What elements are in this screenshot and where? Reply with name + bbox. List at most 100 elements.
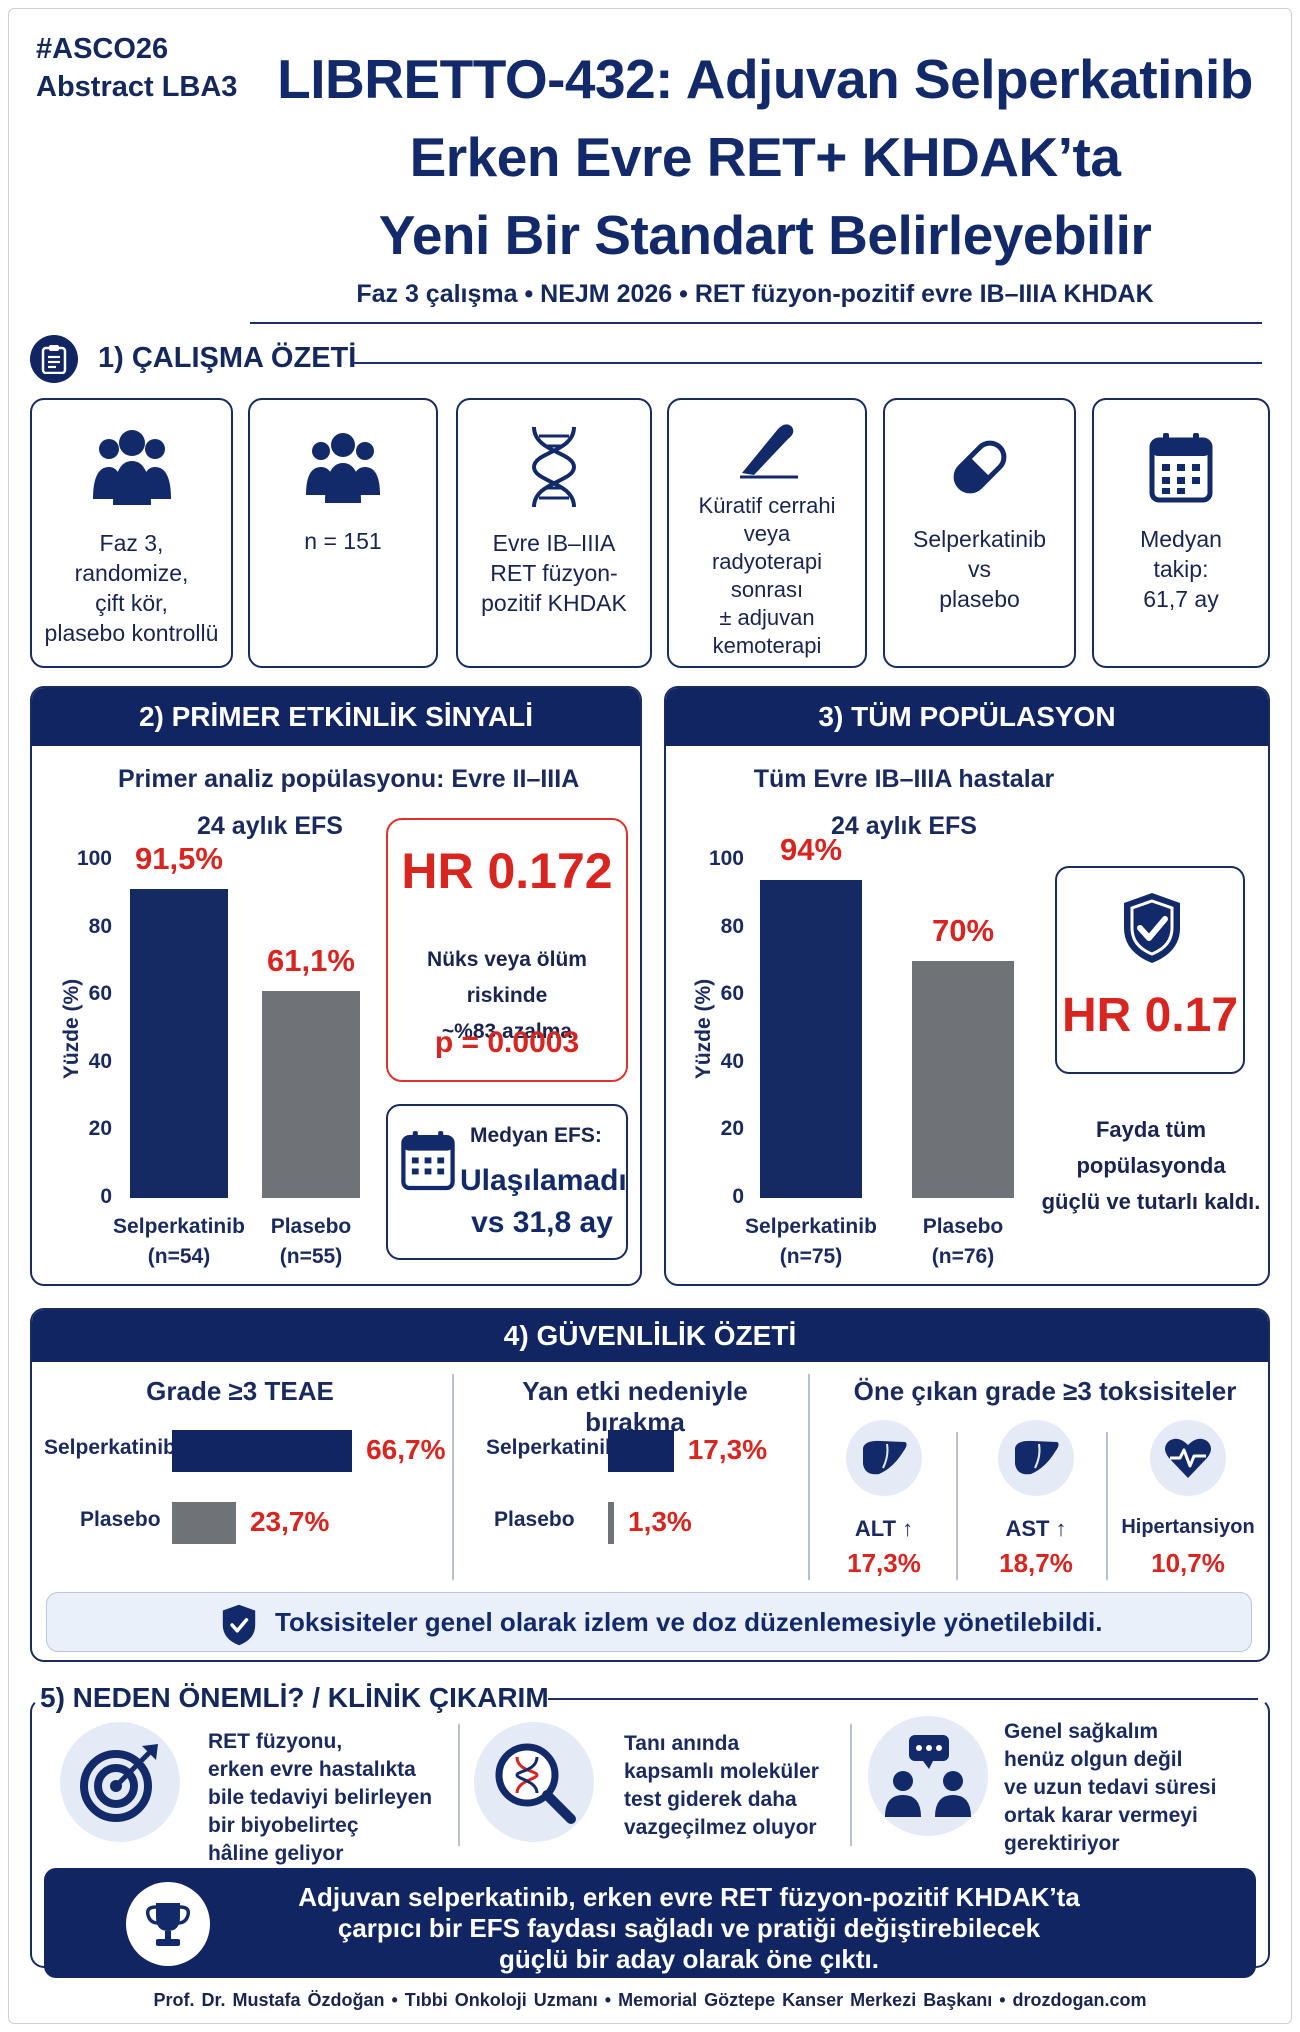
summary-text-n: n = 151 — [304, 528, 382, 554]
footer: Prof. Dr. Mustafa Özdoğan • Tıbbi Onkolo… — [153, 1990, 1147, 2010]
overall-chart-value-label: 70% — [931, 913, 995, 949]
disc-bar-placebo — [608, 1502, 614, 1544]
page-frame — [8, 8, 1292, 2024]
overall-chart-ylabel: Yüzde (%) — [692, 978, 715, 1080]
teae-bar-placebo — [172, 1502, 236, 1544]
importance-text-testing: Tanı anında kapsamlı moleküler test gide… — [624, 1732, 819, 1839]
overall-chart-category-label: Plasebo (n=76) — [922, 1215, 1004, 1268]
importance-divider-2 — [850, 1724, 852, 1846]
capsule-icon — [885, 422, 1074, 512]
primary-chart-category-label: Selperkatinib (n=54) — [113, 1215, 245, 1268]
overall-chart-ytick: 100 — [708, 847, 744, 870]
primary-chart-value-label: 61,1% — [267, 943, 355, 979]
clipboard-icon — [30, 335, 78, 383]
primary-risk-text: Nüks veya ölüm riskinde ~%83 azalma — [427, 948, 587, 1043]
liver-icon — [846, 1420, 922, 1496]
conclusion-text: Adjuvan selperkatinib, erken evre RET fü… — [298, 1882, 1080, 1974]
summary-card-design: Faz 3, randomize, çift kör, plasebo kont… — [30, 398, 233, 668]
tox-name-alt: ALT ↑ — [854, 1516, 914, 1541]
magnifier-dna-icon — [474, 1722, 594, 1842]
section-1-heading: 1) ÇALIŞMA ÖZETİ — [98, 342, 357, 374]
disc-value-selperkatinib: 17,3% — [687, 1434, 768, 1465]
primary-chart-bar — [130, 888, 228, 1198]
overall-chart-ytick: 20 — [720, 1117, 744, 1141]
primary-hr-box: HR 0.172 Nüks veya ölüm riskinde ~%83 az… — [386, 818, 628, 1082]
title-line-1: LIBRETTO-432: Adjuvan Selperkatinib — [277, 48, 1253, 110]
disc-label-selperkatinib: Selperkatinib — [486, 1436, 618, 1459]
teae-value-placebo: 23,7% — [249, 1506, 330, 1537]
safety-divider-2 — [808, 1374, 810, 1580]
section-3-heading: 3) TÜM POPÜLASYON — [666, 688, 1268, 746]
overall-hr-box: HR 0.17 — [1055, 866, 1245, 1074]
overall-chart-ytick: 80 — [720, 914, 744, 938]
shield-check-icon — [219, 1603, 259, 1652]
tox-divider-2 — [1106, 1432, 1108, 1580]
overall-chart-ytick: 40 — [720, 1049, 744, 1073]
calendar-icon — [400, 1128, 456, 1197]
tox-name-ast: AST ↑ — [1005, 1516, 1067, 1541]
section-4-heading: 4) GÜVENLİLİK ÖZETİ — [32, 1310, 1268, 1362]
overall-chart-ytick: 60 — [720, 982, 744, 1006]
conclusion-banner: Adjuvan selperkatinib, erken evre RET fü… — [44, 1868, 1256, 1978]
overall-chart-value-label: 94% — [779, 832, 843, 868]
summary-card-treatment-setting: Küratif cerrahi veya radyoterapi sonrası… — [667, 398, 867, 668]
scalpel-icon — [669, 412, 865, 482]
tox-value-hypertension: 10,7% — [1151, 1548, 1225, 1578]
discontinuation-title: Yan etki nedeniyle bırakma — [522, 1376, 748, 1437]
primary-p-value: p = 0.0003 — [434, 1026, 580, 1059]
overall-population: Tüm Evre IB–IIIA hastalar — [753, 765, 1055, 793]
primary-chart-ytick: 60 — [88, 982, 112, 1006]
tox-value-ast: 18,7% — [999, 1548, 1073, 1578]
primary-hr-value: HR 0.172 — [401, 843, 613, 899]
discussion-icon — [868, 1716, 988, 1836]
conference-tag: #ASCO26 Abstract LBA3 — [36, 30, 237, 106]
disc-value-placebo: 1,3% — [628, 1506, 692, 1537]
median-efs-label: Medyan EFS: — [470, 1124, 602, 1147]
overall-chart-category-label: Selperkatinib (n=75) — [745, 1215, 877, 1268]
section-5-heading: 5) NEDEN ÖNEMLİ? / KLİNİK ÇIKARIM — [40, 1682, 549, 1713]
group-icon — [250, 422, 436, 512]
primary-chart-ytick: 100 — [76, 847, 112, 870]
primary-chart-ytick: 20 — [88, 1117, 112, 1141]
tox-value-alt: 17,3% — [847, 1548, 921, 1578]
primary-chart-ytick: 80 — [88, 914, 112, 938]
calendar-icon — [1094, 422, 1268, 512]
subtitle: Faz 3 çalışma • NEJM 2026 • RET füzyon-p… — [356, 280, 1154, 308]
overall-chart-ytick: 0 — [732, 1185, 744, 1208]
overall-note: Fayda tüm popülasyonda güçlü ve tutarlı … — [1041, 1117, 1261, 1214]
safety-divider-1 — [452, 1374, 454, 1580]
title-line-3: Yeni Bir Standart Belirleyebilir — [378, 204, 1152, 266]
primary-endpoint: 24 aylık EFS — [197, 812, 343, 840]
disc-label-placebo: Plasebo — [494, 1508, 575, 1531]
section-1-divider — [352, 362, 1262, 364]
target-icon — [60, 1722, 180, 1842]
disc-bar-selperkatinib — [608, 1430, 674, 1472]
people-icon — [32, 422, 231, 512]
primary-chart-ylabel: Yüzde (%) — [60, 978, 83, 1080]
primary-chart-ytick: 0 — [100, 1185, 112, 1208]
header-divider — [250, 322, 1262, 324]
summary-text-arms: Selperkatinib vs plasebo — [913, 526, 1046, 612]
primary-chart-ytick: 40 — [88, 1049, 112, 1073]
tox-name-hypertension: Hipertansiyon — [1121, 1516, 1255, 1538]
summary-card-n: n = 151 — [248, 398, 438, 668]
liver-icon — [998, 1420, 1074, 1496]
teae-bar-selperkatinib — [172, 1430, 353, 1472]
overall-chart-bar — [912, 961, 1014, 1198]
summary-text-treatment-setting: Küratif cerrahi veya radyoterapi sonrası… — [698, 493, 836, 658]
section-2-heading: 2) PRİMER ETKİNLİK SİNYALİ — [32, 688, 640, 746]
summary-card-population: Evre IB–IIIA RET füzyon- pozitif KHDAK — [456, 398, 652, 668]
tox-divider-1 — [956, 1432, 958, 1580]
shield-check-icon — [1119, 890, 1185, 971]
overall-endpoint: 24 aylık EFS — [831, 812, 977, 840]
safety-banner: Toksisiteler genel olarak izlem ve doz d… — [46, 1592, 1252, 1652]
overall-chart-bar — [760, 880, 862, 1198]
summary-text-followup: Medyan takip: 61,7 ay — [1140, 526, 1222, 612]
page-title: LIBRETTO-432: Adjuvan Selperkatinib Erke… — [250, 40, 1280, 274]
summary-card-followup: Medyan takip: 61,7 ay — [1092, 398, 1270, 668]
overall-hr-value: HR 0.17 — [1061, 989, 1239, 1042]
importance-divider-1 — [458, 1724, 460, 1846]
teae-title: Grade ≥3 TEAE — [146, 1376, 334, 1406]
primary-chart-category-label: Plasebo (n=55) — [270, 1215, 352, 1268]
median-efs-value: Ulaşılamadı vs 31,8 ay — [460, 1164, 627, 1239]
